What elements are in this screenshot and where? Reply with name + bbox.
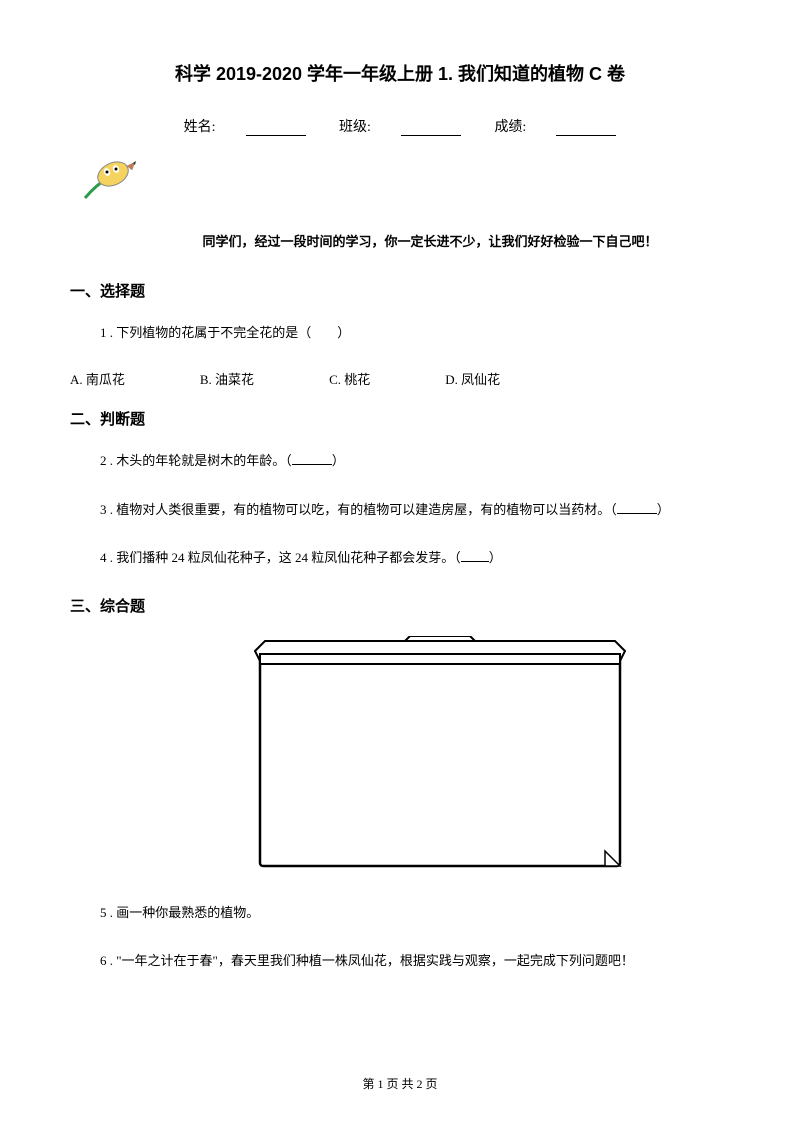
question-2: 2 . 木头的年轮就是树木的年龄。（） — [100, 449, 730, 472]
class-label: 班级: — [339, 120, 371, 135]
page-footer: 第 1 页 共 2 页 — [0, 1075, 800, 1092]
question-4: 4 . 我们播种 24 粒凤仙花种子，这 24 粒凤仙花种子都会发芽。（） — [100, 546, 730, 569]
q2-blank[interactable] — [292, 453, 332, 465]
option-c: C. 桃花 — [329, 369, 370, 388]
option-a: A. 南瓜花 — [70, 369, 125, 388]
section-1-title: 一、选择题 — [70, 280, 730, 301]
section-3-title: 三、综合题 — [70, 595, 730, 616]
q4-blank[interactable] — [461, 550, 489, 562]
option-b: B. 油菜花 — [200, 369, 254, 388]
option-d: D. 凤仙花 — [445, 369, 500, 388]
name-blank[interactable] — [246, 122, 306, 136]
score-label: 成绩: — [494, 120, 526, 135]
question-3: 3 . 植物对人类很重要，有的植物可以吃，有的植物可以建造房屋，有的植物可以当药… — [100, 498, 730, 521]
question-5: 5 . 画一种你最熟悉的植物。 — [100, 901, 730, 924]
class-blank[interactable] — [401, 122, 461, 136]
name-label: 姓名: — [184, 120, 216, 135]
drawing-frame — [250, 636, 730, 881]
page-title: 科学 2019-2020 学年一年级上册 1. 我们知道的植物 C 卷 — [70, 60, 730, 86]
score-blank[interactable] — [556, 122, 616, 136]
pencil-icon — [80, 156, 730, 211]
question-1: 1 . 下列植物的花属于不完全花的是（ ） — [100, 321, 730, 344]
q3-blank[interactable] — [617, 502, 657, 514]
encourage-text: 同学们，经过一段时间的学习，你一定长进不少，让我们好好检验一下自己吧！ — [130, 231, 730, 250]
question-1-options: A. 南瓜花 B. 油菜花 C. 桃花 D. 凤仙花 — [70, 369, 730, 388]
question-6: 6 . "一年之计在于春"，春天里我们种植一株凤仙花，根据实践与观察，一起完成下… — [100, 949, 730, 972]
section-2-title: 二、判断题 — [70, 408, 730, 429]
student-info-line: 姓名: 班级: 成绩: — [70, 116, 730, 136]
